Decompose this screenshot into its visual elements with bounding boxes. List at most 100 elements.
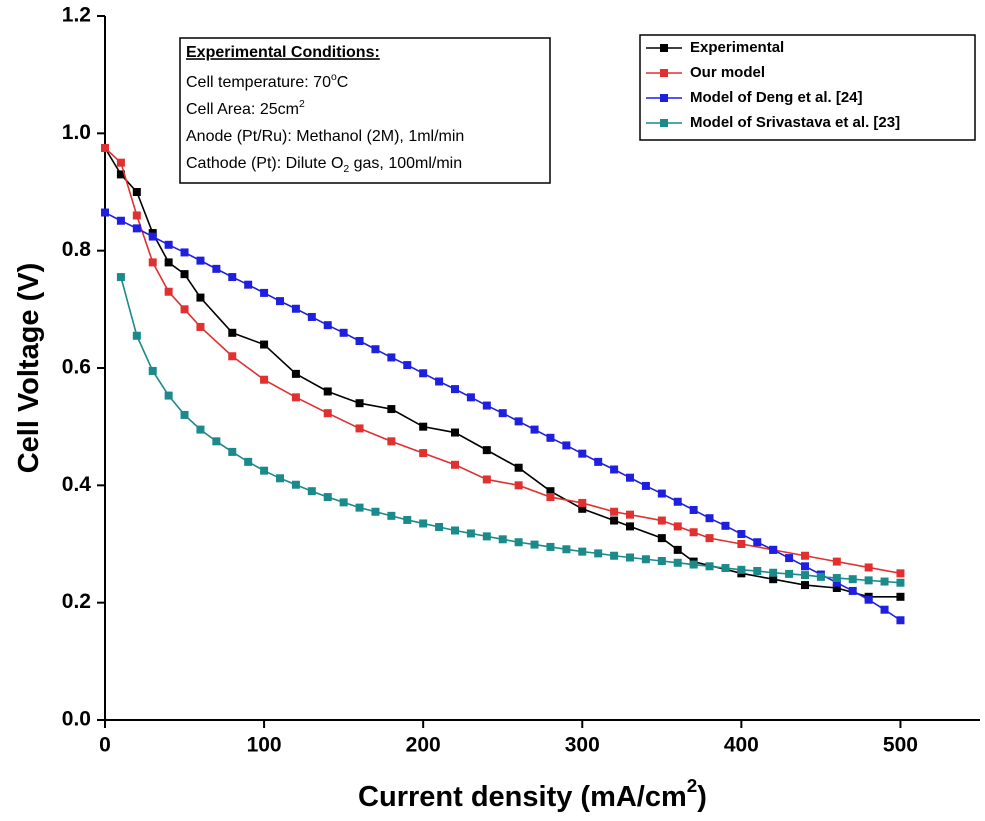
data-point [896, 578, 905, 587]
data-point [387, 405, 396, 414]
series-line [104, 147, 901, 598]
data-point [228, 328, 237, 337]
legend-label: Model of Srivastava et al. [23] [690, 114, 900, 131]
data-point [514, 538, 523, 547]
data-point [705, 534, 714, 543]
data-point [610, 507, 619, 516]
x-tick-label: 300 [565, 734, 600, 757]
data-point [514, 463, 523, 472]
text-segment: C [337, 74, 349, 91]
data-point [387, 353, 396, 362]
data-point [626, 510, 634, 519]
data-point [482, 475, 491, 484]
data-point [737, 565, 746, 574]
annotation-line: Anode (Pt/Ru): Methanol (2M), 1ml/min [186, 128, 464, 145]
text-segment: o [331, 72, 337, 83]
data-point [801, 581, 809, 590]
data-point [339, 498, 348, 507]
data-point [355, 399, 364, 408]
legend-marker [660, 44, 668, 52]
y-axis-title: Cell Voltage (V) [13, 263, 45, 474]
data-point [180, 305, 189, 314]
y-tick-label: 1.2 [62, 4, 91, 27]
data-point [498, 409, 507, 418]
data-point [451, 460, 459, 469]
x-axis-title: Current density (mA/cm2) [358, 775, 707, 812]
data-point [482, 401, 491, 410]
data-point [896, 616, 905, 625]
data-point [482, 446, 491, 455]
data-point [228, 273, 237, 282]
data-point [769, 575, 778, 584]
data-point [864, 563, 873, 572]
data-point [307, 312, 316, 321]
y-tick-label: 0.0 [62, 708, 91, 731]
data-point [801, 571, 809, 580]
y-tick-label: 0.2 [62, 590, 91, 613]
annotation-title: Experimental Conditions: [186, 44, 380, 61]
data-point [578, 547, 587, 556]
data-point [164, 391, 173, 400]
data-point [276, 297, 284, 306]
data-point [673, 522, 682, 531]
text-segment: Anode (Pt/Ru): Methanol (2M), 1ml/min [186, 128, 464, 145]
data-point [610, 465, 619, 474]
data-point [339, 328, 348, 337]
data-point [801, 562, 809, 571]
data-point [291, 369, 300, 378]
data-point [689, 528, 698, 537]
text-segment: 2 [299, 99, 305, 110]
data-point [323, 493, 332, 502]
data-point [180, 270, 189, 279]
data-point [228, 352, 237, 361]
data-point [626, 553, 634, 562]
data-point [403, 361, 412, 370]
data-point [498, 535, 507, 544]
x-tick-label: 400 [724, 734, 759, 757]
x-tick-label: 200 [406, 734, 441, 757]
data-point [514, 417, 523, 426]
data-point [530, 425, 539, 434]
data-point [323, 409, 332, 418]
data-point [514, 481, 523, 490]
data-point [721, 521, 730, 530]
data-point [148, 232, 157, 241]
data-point [785, 569, 794, 578]
data-point [419, 519, 428, 528]
data-point [132, 211, 141, 220]
data-point [451, 526, 459, 535]
data-point [260, 340, 269, 349]
data-point [832, 584, 841, 592]
data-point [657, 489, 666, 498]
data-point [816, 572, 825, 581]
data-point [435, 377, 444, 386]
data-point [785, 554, 794, 563]
data-point [419, 449, 428, 458]
text-segment: 2 [343, 164, 349, 175]
text-segment: Cell temperature: 70 [186, 74, 331, 91]
text-segment: 2 [687, 775, 697, 796]
data-point [610, 516, 619, 525]
data-point [323, 387, 332, 396]
data-point [387, 437, 396, 446]
data-point [355, 424, 364, 433]
data-point [673, 545, 682, 554]
data-point [864, 576, 873, 585]
data-point [371, 345, 380, 354]
legend-label: Model of Deng et al. [24] [690, 89, 863, 106]
data-point [801, 551, 809, 560]
text-segment: Cell Voltage (V) [13, 263, 45, 474]
data-point [323, 321, 332, 330]
data-point [371, 507, 380, 516]
data-point [610, 551, 619, 560]
data-point [705, 514, 714, 523]
data-point [132, 224, 141, 233]
annotation-box [179, 37, 551, 184]
data-point [451, 385, 459, 394]
data-point [307, 487, 316, 496]
data-point [737, 530, 746, 539]
data-point [403, 515, 412, 524]
data-point [689, 505, 698, 514]
data-point [116, 158, 125, 167]
data-point [132, 331, 141, 340]
